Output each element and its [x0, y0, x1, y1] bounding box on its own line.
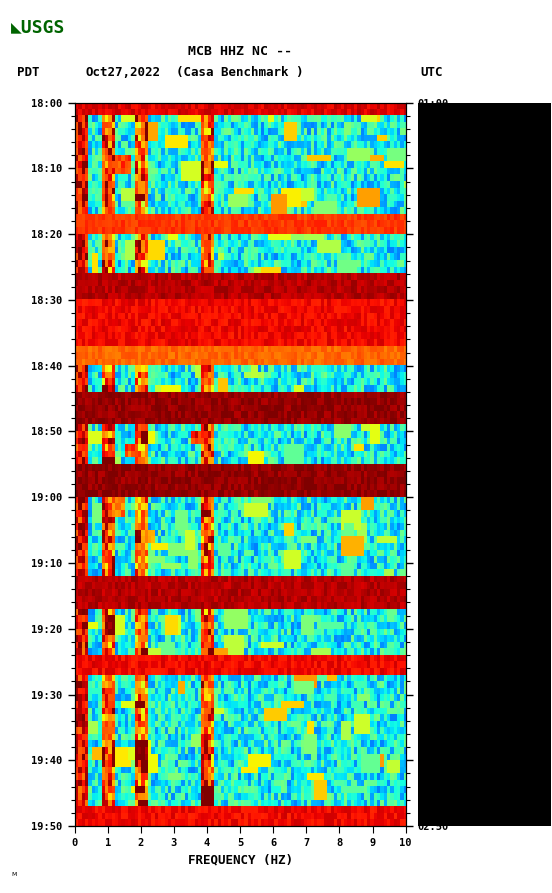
Text: MCB HHZ NC --: MCB HHZ NC -- [188, 45, 292, 58]
Text: UTC: UTC [421, 65, 443, 79]
Text: ᴹ: ᴹ [11, 872, 17, 882]
Text: (Casa Benchmark ): (Casa Benchmark ) [177, 65, 304, 79]
X-axis label: FREQUENCY (HZ): FREQUENCY (HZ) [188, 854, 293, 866]
Text: Oct27,2022: Oct27,2022 [86, 65, 161, 79]
Text: PDT: PDT [17, 65, 39, 79]
Text: ◣USGS: ◣USGS [11, 18, 66, 36]
